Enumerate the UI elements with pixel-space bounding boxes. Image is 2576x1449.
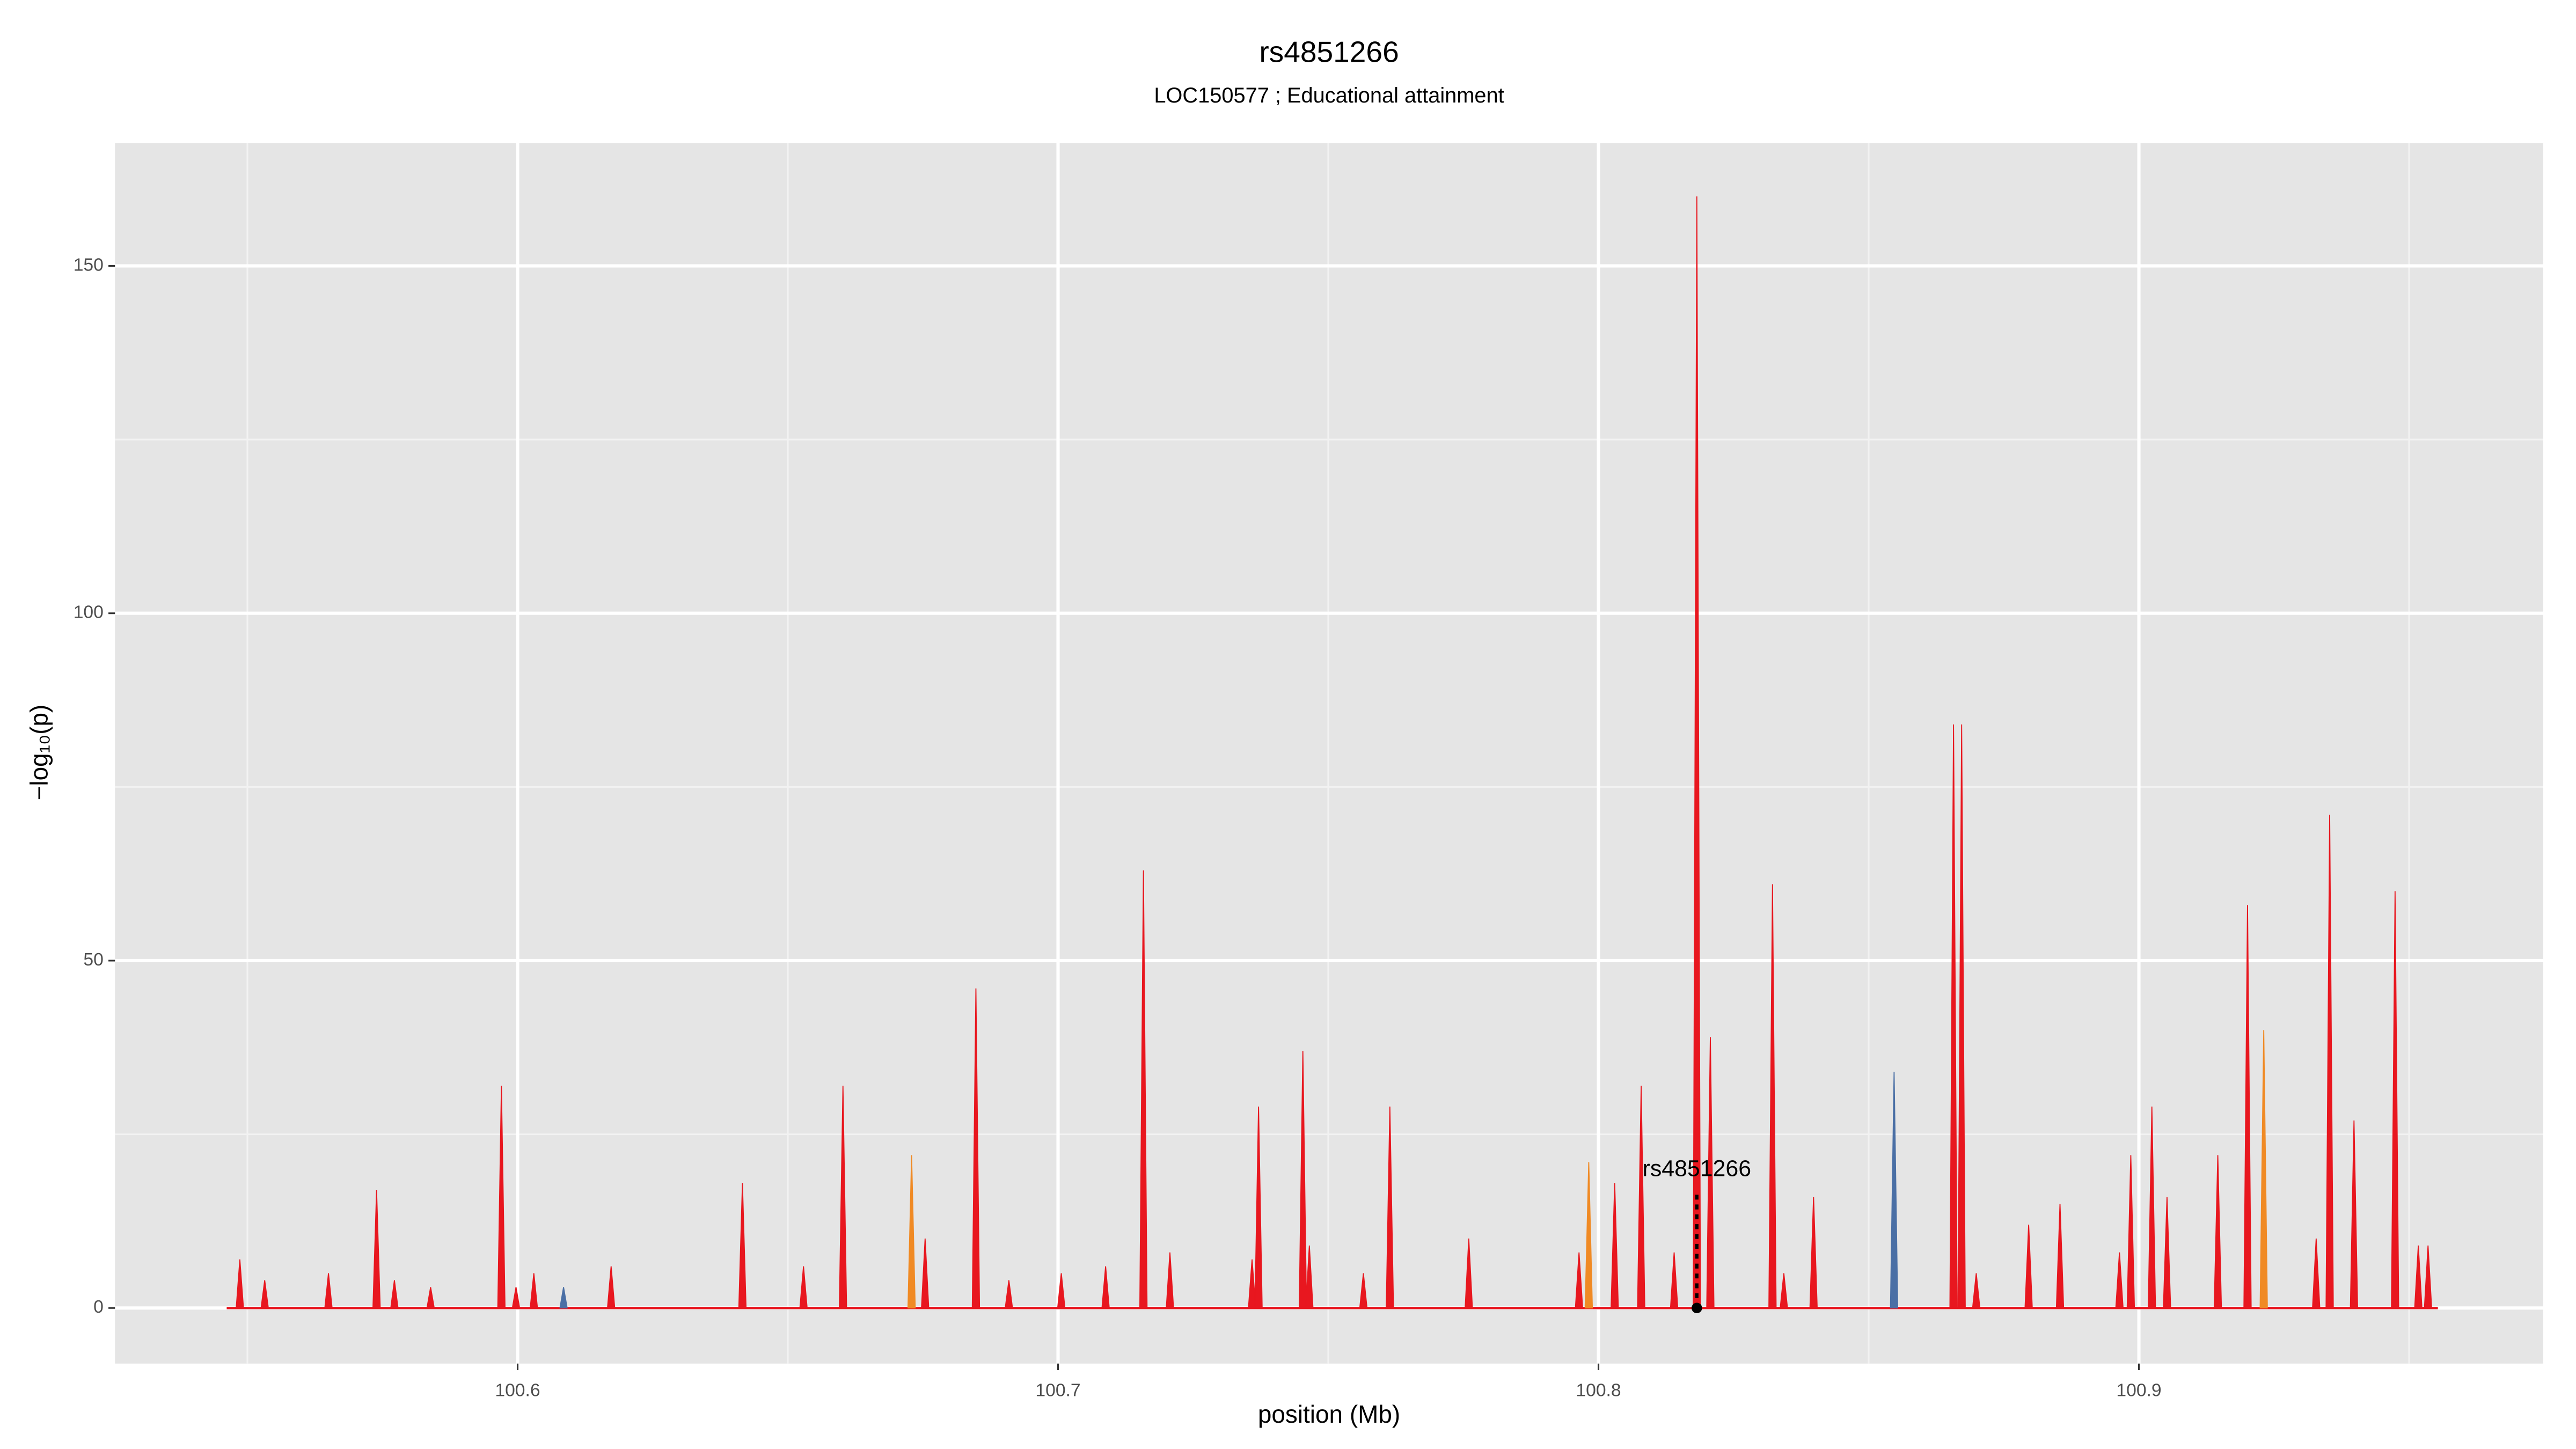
peak (511, 1287, 521, 1309)
peak (606, 1266, 616, 1309)
peak (260, 1280, 269, 1309)
peak (1305, 1245, 1314, 1309)
peak (426, 1287, 435, 1309)
peak (2391, 891, 2399, 1309)
peak (738, 1183, 747, 1309)
peak (1972, 1273, 1981, 1309)
peak (2243, 905, 2252, 1309)
x-tick-label: 100.9 (2116, 1381, 2161, 1401)
y-tick-label: 50 (83, 950, 103, 970)
peak (2312, 1238, 2321, 1309)
peak (1005, 1280, 1013, 1309)
peak (1575, 1252, 1583, 1309)
peak (1359, 1273, 1368, 1309)
peak (2115, 1252, 2124, 1309)
peak (921, 1238, 930, 1309)
peak (372, 1190, 381, 1309)
x-axis-label: position (Mb) (1258, 1400, 1400, 1428)
peak (907, 1155, 916, 1309)
peak (971, 988, 980, 1309)
chart-subtitle: LOC150577 ; Educational attainment (1154, 84, 1504, 107)
peak (1465, 1238, 1473, 1309)
peak (2024, 1224, 2033, 1309)
peak (390, 1280, 399, 1309)
peak (1139, 870, 1148, 1309)
peak (2126, 1155, 2135, 1309)
annotation-point (1692, 1302, 1702, 1314)
peak (1166, 1252, 1174, 1309)
x-tick-label: 100.8 (1576, 1381, 1621, 1401)
peak (1101, 1266, 1110, 1309)
peak (559, 1287, 568, 1309)
peak (1254, 1106, 1263, 1309)
peak (2350, 1120, 2358, 1309)
y-tick-label: 0 (93, 1297, 104, 1317)
peak (2424, 1245, 2432, 1309)
y-axis-label: −log₁₀(p) (25, 705, 53, 801)
peak (1809, 1197, 1818, 1309)
peak (1780, 1273, 1788, 1309)
peak (1637, 1085, 1645, 1309)
peak (2148, 1106, 2156, 1309)
peak (1949, 724, 1958, 1309)
peak (1386, 1106, 1394, 1309)
peak (1057, 1273, 1066, 1309)
peak (1611, 1183, 1619, 1309)
chart-title: rs4851266 (1259, 35, 1399, 69)
peak (1768, 884, 1777, 1309)
peak (1890, 1072, 1899, 1309)
peak (1248, 1259, 1256, 1309)
peak (2163, 1197, 2171, 1309)
peak (1584, 1162, 1593, 1309)
peak (1706, 1037, 1715, 1309)
y-tick-label: 150 (74, 255, 104, 275)
peak (1670, 1252, 1679, 1309)
x-tick-label: 100.6 (495, 1381, 540, 1401)
peak (1957, 724, 1966, 1309)
peak (236, 1259, 244, 1309)
peak (799, 1266, 808, 1309)
peak (529, 1273, 538, 1309)
peak (2325, 815, 2334, 1309)
y-tick-label: 100 (74, 603, 104, 623)
x-tick-label: 100.7 (1035, 1381, 1080, 1401)
peak (1299, 1051, 1307, 1309)
peak (2259, 1030, 2268, 1309)
peak (839, 1085, 847, 1309)
peak (2213, 1155, 2222, 1309)
peak (2055, 1204, 2065, 1309)
peak (2414, 1245, 2423, 1309)
peak (324, 1273, 333, 1309)
annotation-label: rs4851266 (1643, 1155, 1751, 1181)
peak (497, 1085, 506, 1309)
